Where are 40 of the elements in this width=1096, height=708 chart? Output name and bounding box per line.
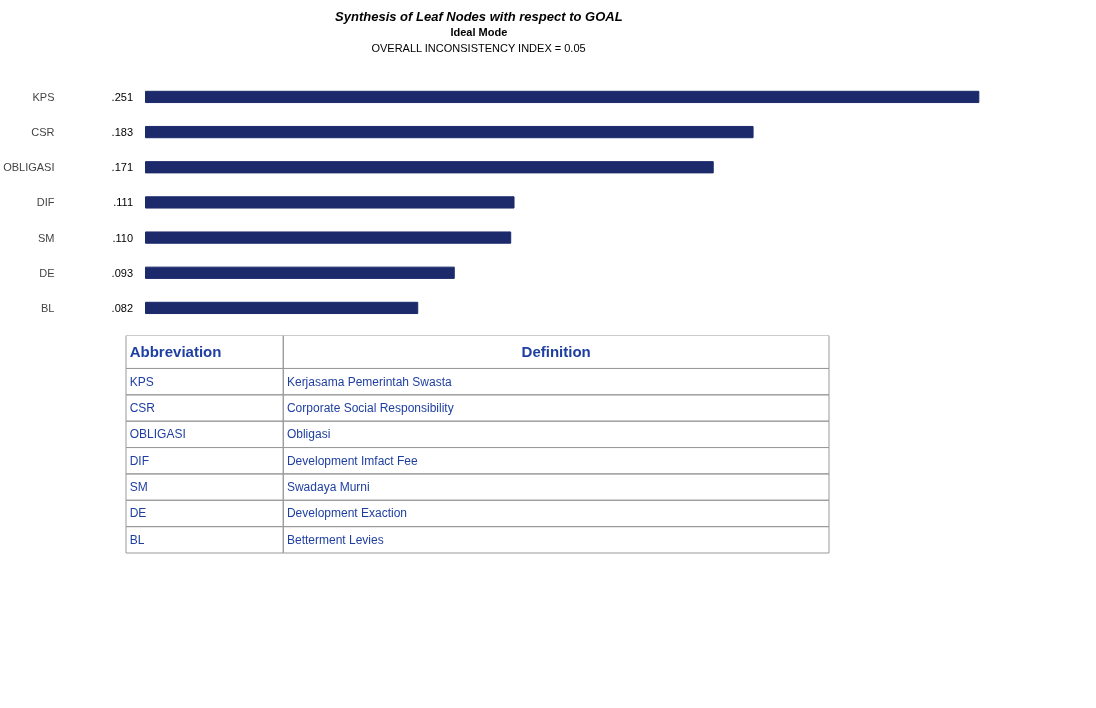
text: Development Imfact Fee	[286, 453, 418, 468]
text: CSR	[129, 401, 156, 415]
y-tick-label: OBLIGASI	[3, 161, 55, 174]
bar	[145, 231, 512, 244]
bar	[145, 196, 515, 209]
text: DE	[129, 506, 147, 521]
chart-title: Synthesis of Leaf Nodes with respect to GOAL	[335, 8, 623, 24]
bar	[145, 266, 455, 279]
text: BL	[129, 532, 145, 547]
text: Betterment Levies	[286, 532, 384, 547]
chart-subtitle: Ideal Mode	[450, 25, 508, 38]
y-tick-label: DE	[39, 266, 55, 279]
text: Kerjasama Pemerintah Swasta	[286, 374, 453, 389]
bar	[145, 301, 419, 315]
text: OBLIGASI	[129, 427, 186, 442]
data-label: .183	[111, 126, 134, 139]
text: Development Exaction	[286, 506, 408, 521]
text: Swadaya Murni	[286, 480, 370, 495]
bar	[145, 125, 754, 139]
y-tick-label: DIF	[36, 196, 55, 209]
text: Definition	[521, 343, 591, 361]
bar	[145, 90, 980, 104]
text: Abbreviation	[129, 343, 222, 361]
data-label: .093	[111, 266, 134, 279]
data-label: .251	[111, 90, 134, 103]
y-tick-label: KPS	[32, 90, 55, 103]
data-label: .110	[112, 231, 133, 244]
data-label: .171	[111, 161, 134, 174]
text: KPS	[129, 374, 154, 389]
y-tick-label: BL	[41, 301, 55, 314]
text: OVERALL INCONSISTENCY INDEX = 0.05	[371, 41, 586, 54]
bar	[145, 161, 714, 174]
y-tick-label: CSR	[31, 126, 55, 139]
text: DIF	[129, 453, 150, 468]
data-label: .111	[113, 196, 133, 209]
text: Corporate Social Responsibility	[286, 401, 454, 415]
text: SM	[129, 480, 148, 495]
y-tick-label: SM	[38, 231, 55, 244]
data-label: .082	[111, 301, 134, 314]
text: Obligasi	[286, 427, 331, 442]
